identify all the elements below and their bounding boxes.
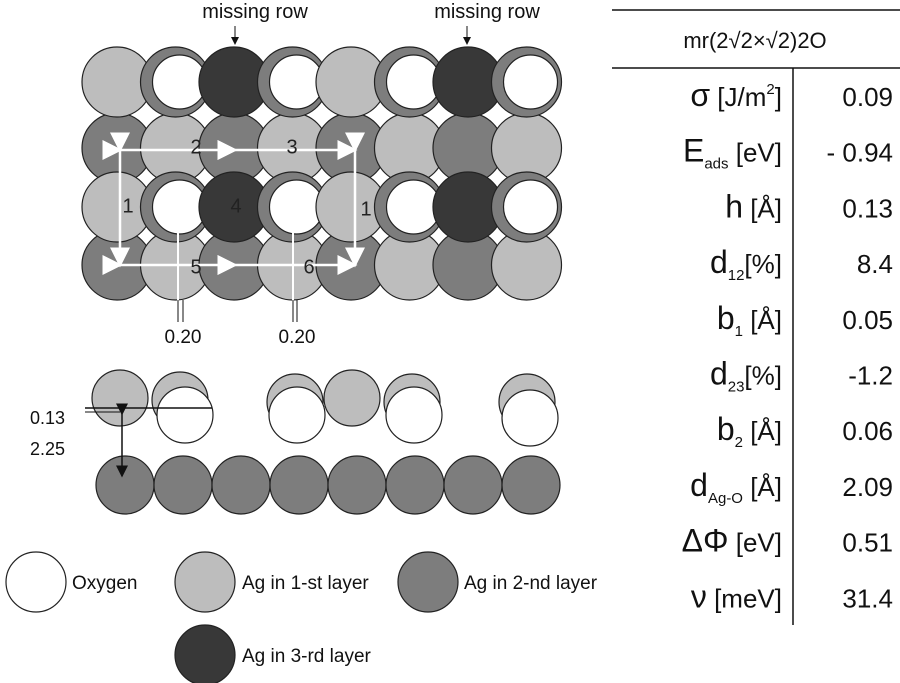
row-value: 0.05	[842, 305, 893, 335]
label-part: ]	[775, 82, 782, 112]
oxygen	[153, 55, 207, 109]
label-part: b	[717, 411, 735, 447]
row-label: σ [J/m2]	[690, 77, 782, 113]
table-header: mr(2√2×√2)2O	[683, 28, 826, 53]
row-label: b2 [Å]	[717, 411, 782, 451]
label-part: 1	[735, 323, 743, 340]
row-label: d12[%]	[710, 244, 782, 284]
label-part: [%]	[744, 361, 782, 391]
oxygen	[270, 180, 324, 234]
legend-label: Oxygen	[72, 573, 137, 594]
row-label: ν [meV]	[691, 578, 782, 614]
row-value: 2.09	[842, 472, 893, 502]
row-label: dAg-O [Å]	[690, 467, 782, 507]
label-part: d	[710, 356, 728, 392]
oxygen	[502, 390, 558, 446]
legend-swatch	[175, 625, 235, 683]
label-part: 2	[766, 81, 774, 98]
row-label: ΔΦ [eV]	[682, 523, 782, 559]
oxygen	[157, 387, 213, 443]
label-part: [Å]	[743, 416, 782, 446]
site-label: 6	[303, 256, 314, 278]
figure: 12314560.200.20 0.132.25 missing row mis…	[0, 0, 900, 683]
label-part: ν	[691, 578, 707, 614]
ag-layer2	[386, 456, 444, 514]
site-label: 3	[286, 136, 297, 158]
legend-label: Ag in 1-st layer	[242, 573, 369, 594]
row-label: h [Å]	[725, 188, 782, 224]
ag-layer2	[502, 456, 560, 514]
legend-label: Ag in 2-nd layer	[464, 573, 598, 594]
legend-swatch	[175, 552, 235, 612]
oxygen	[270, 55, 324, 109]
site-label: 1	[360, 198, 371, 220]
label-part: [Å]	[743, 472, 782, 502]
row-label: Eads [eV]	[683, 133, 782, 173]
side-label: 2.25	[30, 439, 65, 459]
oxygen	[153, 180, 207, 234]
row-value: -1.2	[848, 361, 893, 391]
side-label: 0.13	[30, 408, 65, 428]
row-value: - 0.94	[827, 138, 894, 168]
label-part: d	[690, 467, 708, 503]
missing-row-label: missing row	[434, 1, 540, 23]
oxygen	[387, 55, 441, 109]
row-value: 0.09	[842, 82, 893, 112]
row-value: 8.4	[857, 249, 893, 279]
oxygen	[386, 387, 442, 443]
site-label: 5	[190, 256, 201, 278]
shift-label: 0.20	[165, 327, 202, 348]
side-view: 0.13 2.25	[30, 370, 560, 514]
ag-layer2	[212, 456, 270, 514]
ag-layer2	[444, 456, 502, 514]
label-part: 2	[735, 434, 743, 451]
site-label: 1	[122, 195, 133, 217]
ag-layer1	[324, 370, 380, 426]
oxygen	[504, 55, 558, 109]
row-value: 31.4	[842, 583, 893, 613]
label-part: 23	[728, 379, 745, 396]
ag-layer2	[96, 456, 154, 514]
ag-layer2	[270, 456, 328, 514]
oxygen	[504, 180, 558, 234]
missing-row-label: missing row	[202, 1, 308, 23]
label-part: [meV]	[707, 583, 782, 613]
legend-swatch	[398, 552, 458, 612]
label-part: [%]	[744, 249, 782, 279]
label-part: 12	[728, 267, 745, 284]
ag-layer1	[92, 370, 148, 426]
ag-layer2	[154, 456, 212, 514]
label-part: d	[710, 244, 728, 280]
legend-swatch	[6, 552, 66, 612]
label-part: ΔΦ	[682, 523, 729, 559]
row-value: 0.51	[842, 528, 893, 558]
site-label: 4	[230, 195, 241, 217]
top-view: 1 2 3 1 4 5 6 0.20 0.20	[82, 47, 562, 348]
oxygen	[269, 387, 325, 443]
legend-label: Ag in 3-rd layer	[242, 646, 372, 667]
ag-layer2	[328, 456, 386, 514]
label-part: E	[683, 133, 704, 169]
row-label: d23[%]	[710, 356, 782, 396]
oxygen	[387, 180, 441, 234]
label-part: ads	[704, 156, 728, 173]
label-part: h	[725, 188, 743, 224]
label-part: [eV]	[729, 528, 782, 558]
site-label: 2	[190, 136, 201, 158]
label-part: b	[717, 300, 735, 336]
label-part: Ag-O	[708, 490, 743, 507]
label-part: [J/m	[710, 82, 766, 112]
row-value: 0.06	[842, 416, 893, 446]
shift-label: 0.20	[279, 327, 316, 348]
label-part: [eV]	[729, 138, 782, 168]
label-part: [Å]	[743, 193, 782, 223]
label-part: σ	[690, 77, 710, 113]
row-value: 0.13	[842, 193, 893, 223]
label-part: [Å]	[743, 305, 782, 335]
row-label: b1 [Å]	[717, 300, 782, 340]
